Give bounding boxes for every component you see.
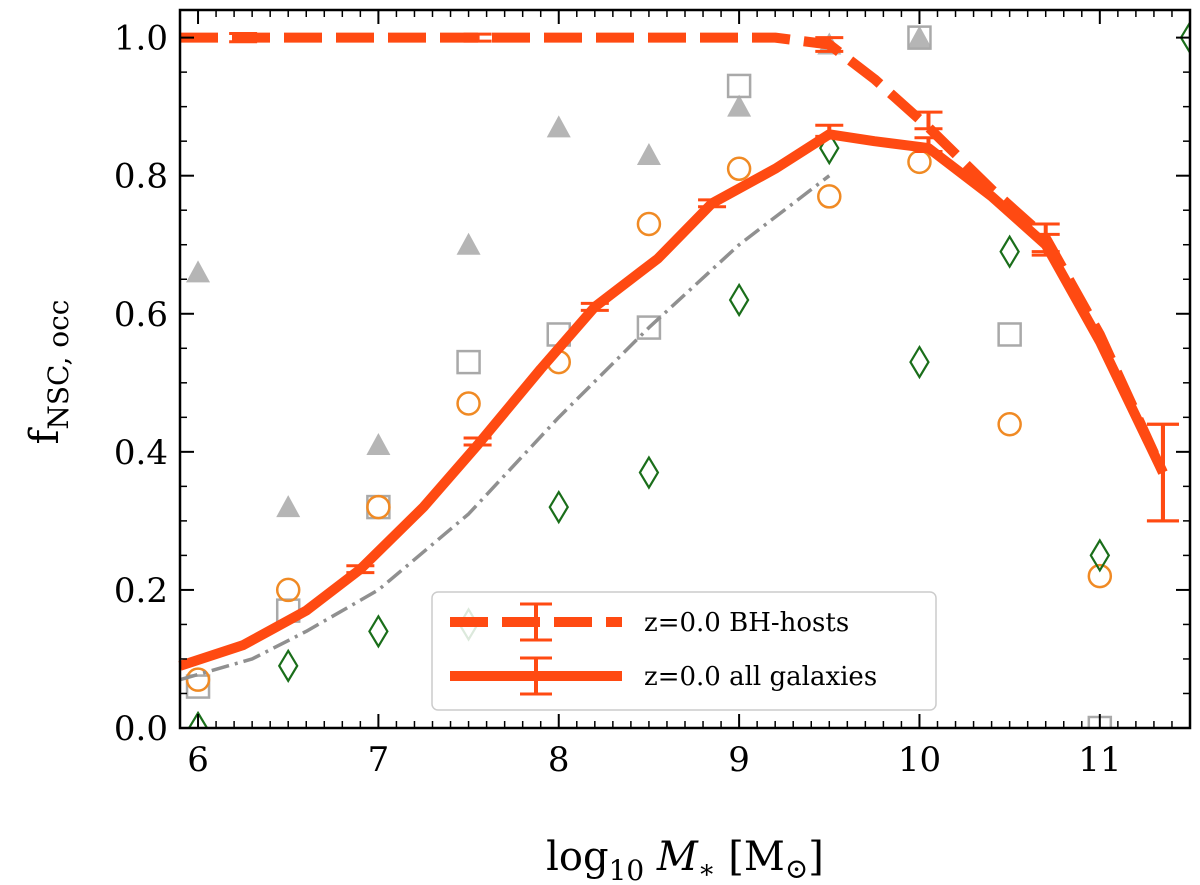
circle-marker [817,184,842,209]
circle-marker [275,577,301,603]
diamond-marker [548,489,570,525]
legend-label: z=0.0 BH-hosts [644,608,849,638]
triangle-marker [907,25,932,48]
diamond-marker [638,455,660,490]
circle-marker [907,149,932,175]
diamond-marker [1089,538,1111,573]
triangle-marker [186,260,211,283]
triangle-marker [636,142,661,165]
legend: z=0.0 BH-hosts z=0.0 all galaxies [431,591,937,711]
diamond-marker [728,282,750,318]
x-axis-label-star: ∗ [698,855,716,885]
triangle-marker [276,495,301,518]
y-tick-label: 0.0 [114,709,168,749]
series-line [179,174,831,682]
diamond-marker [909,344,930,380]
circle-marker [1087,563,1113,589]
square-marker [185,674,211,699]
x-tick-label: 7 [368,740,390,780]
x-axis-label-unit-symbol: ⊙ [785,852,808,885]
series-lines [178,31,1179,682]
x-axis-label-main: M [644,834,699,880]
circle-marker [366,494,391,520]
y-axis-label-sub: NSC, occ [42,300,75,430]
x-axis-label-sub: 10 [609,854,645,885]
y-axis-label: fNSC, occ [22,300,75,445]
y-tick-label: 0.6 [114,295,168,335]
square-marker [636,315,662,340]
circle-marker [997,411,1022,437]
x-tick-label: 11 [1078,740,1121,780]
square-marker [907,25,932,50]
y-tick-label: 1.0 [114,19,168,59]
diamond-marker [187,710,209,728]
diamond-marker [999,234,1020,269]
x-tick-label: 10 [898,740,941,780]
circle-marker [636,211,662,237]
triangle-marker [456,232,481,255]
triangle-marker [546,115,571,138]
diamond-marker [277,648,299,684]
circle-marker [456,391,481,416]
legend-label: z=0.0 all galaxies [644,662,877,692]
x-axis-label-base: log [546,834,608,880]
x-tick-label: 9 [728,740,750,780]
triangle-marker [366,432,391,455]
y-axis-label-main: f [22,426,68,444]
x-tick-label: 8 [548,740,570,780]
diamond-marker [368,614,389,649]
diamond-marker [1179,20,1190,55]
square-marker [726,73,752,99]
x-axis-label: log10 M∗ [M⊙] [546,834,824,885]
triangle-marker [727,94,752,117]
series-line [178,129,1168,671]
square-marker [456,349,481,375]
y-tick-label: 0.2 [114,571,168,611]
circle-marker [185,667,211,692]
y-tick-label: 0.8 [114,157,168,197]
x-axis-label-unit-close: ] [808,834,824,880]
circle-marker [726,156,752,182]
plot-frame [178,8,1192,730]
series-line [180,32,1168,475]
x-tick-label: 6 [187,740,209,780]
y-tick-label: 0.4 [114,433,168,473]
square-marker [997,322,1022,347]
x-axis-label-unit-open: [M [716,834,785,880]
